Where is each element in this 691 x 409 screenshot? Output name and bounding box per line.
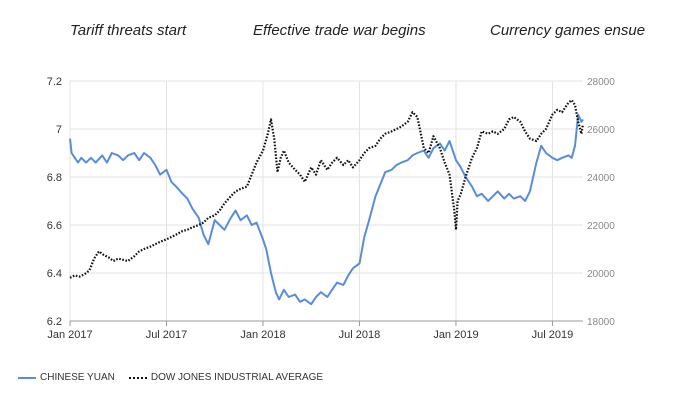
legend-swatch-dow: [128, 376, 147, 379]
legend-item-yuan: CHINESE YUAN: [18, 372, 115, 383]
x-tick-label: Jul 2018: [339, 329, 381, 341]
legend-label-yuan: CHINESE YUAN: [40, 372, 115, 383]
legend-swatch-yuan: [18, 376, 36, 379]
y-left-tick-label: 7.2: [47, 76, 62, 88]
legend: CHINESE YUAN DOW JONES INDUSTRIAL AVERAG…: [18, 372, 323, 383]
y-left-tick-label: 6.2: [47, 316, 62, 328]
annotation-currency-games: Currency games ensue: [490, 22, 646, 39]
series-lines: [69, 99, 585, 306]
axes: 6.2 6.4 6.6 6.8 7 7.2 18000 20000 22000 24000 2600…: [47, 76, 616, 341]
series-line-dow: [69, 99, 585, 279]
y-right-tick-label: 26000: [587, 125, 615, 136]
y-left-tick-label: 6.4: [47, 268, 62, 280]
y-right-tick-label: 22000: [587, 221, 615, 232]
x-tick-label: Jan 2019: [433, 329, 478, 341]
y-left-tick-label: 7: [56, 124, 62, 136]
legend-item-dow: DOW JONES INDUSTRIAL AVERAGE: [128, 372, 324, 383]
y-right-tick-label: 18000: [587, 317, 615, 328]
gridlines: [69, 80, 583, 322]
y-left-tick-label: 6.8: [47, 172, 62, 184]
annotation-trade-war: Effective trade war begins: [253, 22, 426, 39]
y-right-tick-label: 28000: [587, 77, 615, 88]
annotation-tariff-threats: Tariff threats start: [70, 22, 187, 39]
y-left-tick-label: 6.6: [47, 220, 62, 232]
series-line-yuan: [69, 113, 584, 306]
x-tick-label: Jan 2017: [47, 329, 92, 341]
legend-label-dow: DOW JONES INDUSTRIAL AVERAGE: [150, 372, 324, 383]
x-tick-label: Jul 2019: [532, 329, 574, 341]
x-tick-label: Jul 2017: [146, 329, 188, 341]
x-tick-label: Jan 2018: [240, 329, 285, 341]
y-right-tick-label: 20000: [587, 269, 615, 280]
y-right-tick-label: 24000: [587, 173, 615, 184]
